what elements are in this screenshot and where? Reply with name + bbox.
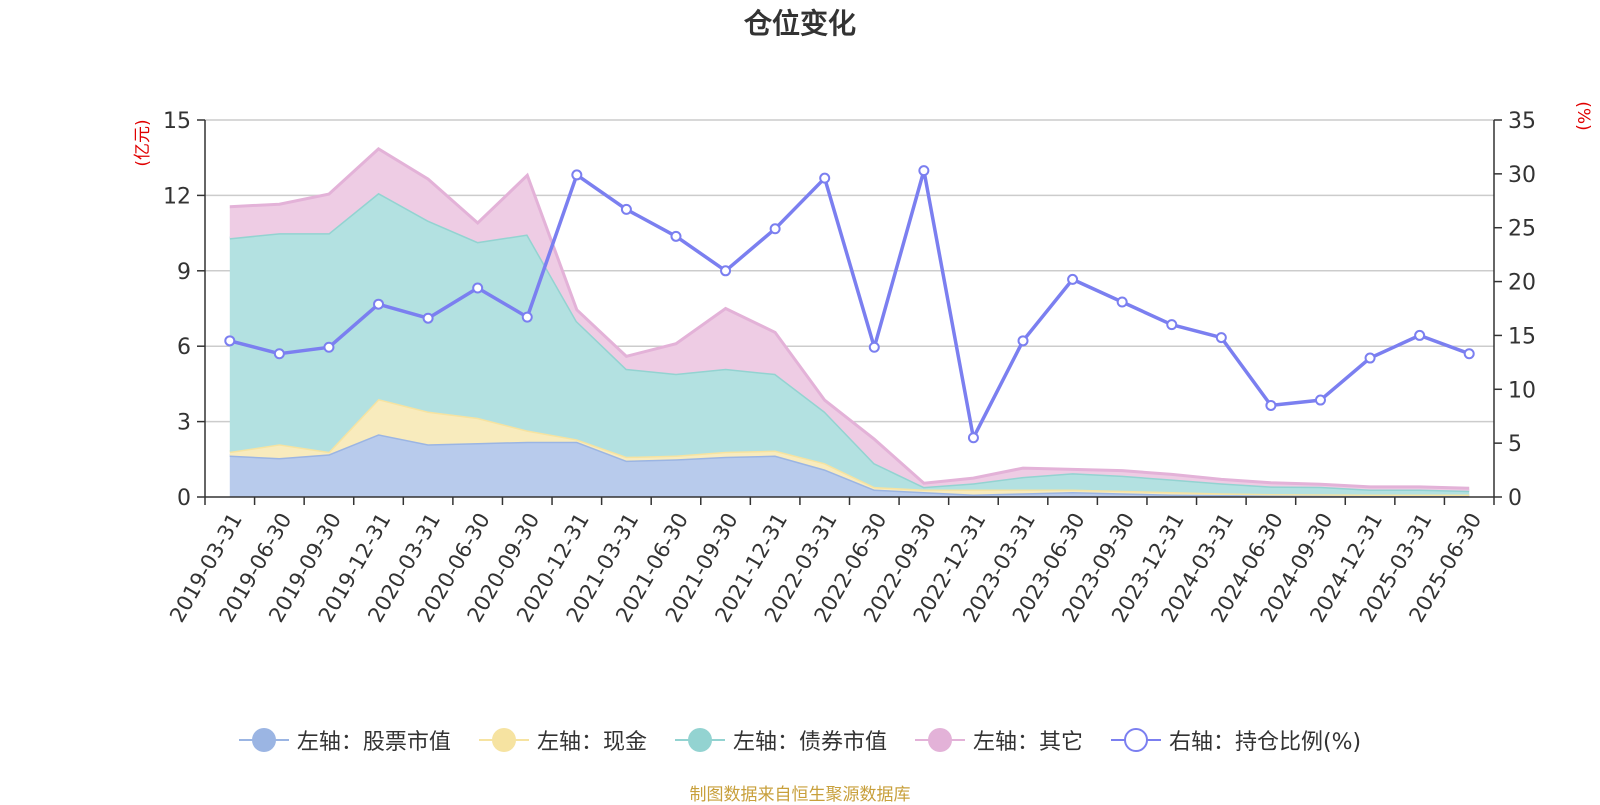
line-point <box>1166 319 1178 331</box>
line-point <box>1265 399 1277 411</box>
right-tick-label: 10 <box>1508 378 1536 403</box>
line-point <box>1463 348 1475 360</box>
line-point <box>918 165 930 177</box>
line-point <box>1215 332 1227 344</box>
area-series-0 <box>229 434 1470 497</box>
legend-symbol-icon <box>1110 728 1161 752</box>
right-tick-label: 30 <box>1508 163 1536 188</box>
left-tick-label: 0 <box>177 486 191 511</box>
position-ratio-line <box>224 165 1475 444</box>
line-point <box>819 172 831 184</box>
line-point <box>521 311 533 323</box>
line-point <box>373 298 385 310</box>
line-point <box>273 348 285 360</box>
legend-item-1[interactable]: 左轴：现金 <box>478 724 647 756</box>
right-tick-label: 15 <box>1508 324 1536 349</box>
line-point <box>224 335 236 347</box>
line-point <box>868 341 880 353</box>
right-tick-label: 35 <box>1508 109 1536 134</box>
left-tick-label: 12 <box>163 184 191 209</box>
line-point <box>472 282 484 294</box>
line-point <box>1314 394 1326 406</box>
legend-item-0[interactable]: 左轴：股票市值 <box>238 724 451 756</box>
left-tick-label: 9 <box>177 260 191 285</box>
left-tick-label: 6 <box>177 335 191 360</box>
legend-symbol-icon <box>238 728 289 752</box>
line-point <box>323 341 335 353</box>
legend-item-3[interactable]: 左轴：其它 <box>914 724 1083 756</box>
legend-symbol-icon <box>914 728 965 752</box>
line-point <box>720 265 732 277</box>
legend-item-4[interactable]: 右轴：持仓比例(%) <box>1110 724 1362 756</box>
line-point <box>571 169 583 181</box>
line-point <box>1067 273 1079 285</box>
right-tick-label: 0 <box>1508 486 1522 511</box>
right-tick-label: 5 <box>1508 432 1522 457</box>
legend-label: 左轴：其它 <box>972 730 1083 755</box>
left-tick-label: 15 <box>163 109 191 134</box>
line-point <box>769 223 781 235</box>
legend-label: 左轴：现金 <box>536 730 647 755</box>
line-point <box>1017 335 1029 347</box>
legend-label: 左轴：债券市值 <box>732 730 887 755</box>
legend: 左轴：股票市值 左轴：现金 左轴：债券市值 左轴：其它 右轴：持仓比例(%) <box>0 724 1600 756</box>
area-series-2 <box>229 192 1470 495</box>
legend-symbol-icon <box>674 728 725 752</box>
line-point <box>670 230 682 242</box>
data-source-note: 制图数据来自恒生聚源数据库 <box>689 785 911 805</box>
legend-label: 右轴：持仓比例(%) <box>1168 730 1362 755</box>
right-tick-label: 25 <box>1508 217 1536 242</box>
right-tick-label: 20 <box>1508 271 1536 296</box>
line-point <box>1414 329 1426 341</box>
chart-title: 仓位变化 <box>743 7 856 40</box>
line-point <box>1364 352 1376 364</box>
line-series-path <box>229 168 1470 440</box>
line-point <box>1116 296 1128 308</box>
area-series-3 <box>229 148 1470 491</box>
left-tick-label: 3 <box>177 411 191 436</box>
stacked-areas <box>229 147 1470 498</box>
left-axis-unit: (亿元) <box>133 119 153 166</box>
right-axis-unit: (%) <box>1573 101 1593 130</box>
line-point <box>422 312 434 324</box>
line-point <box>620 203 632 215</box>
legend-item-2[interactable]: 左轴：债券市值 <box>674 724 887 756</box>
legend-label: 左轴：股票市值 <box>296 730 451 755</box>
area-series-3-edge <box>229 147 1470 490</box>
line-point <box>967 432 979 444</box>
legend-symbol-icon <box>478 728 529 752</box>
